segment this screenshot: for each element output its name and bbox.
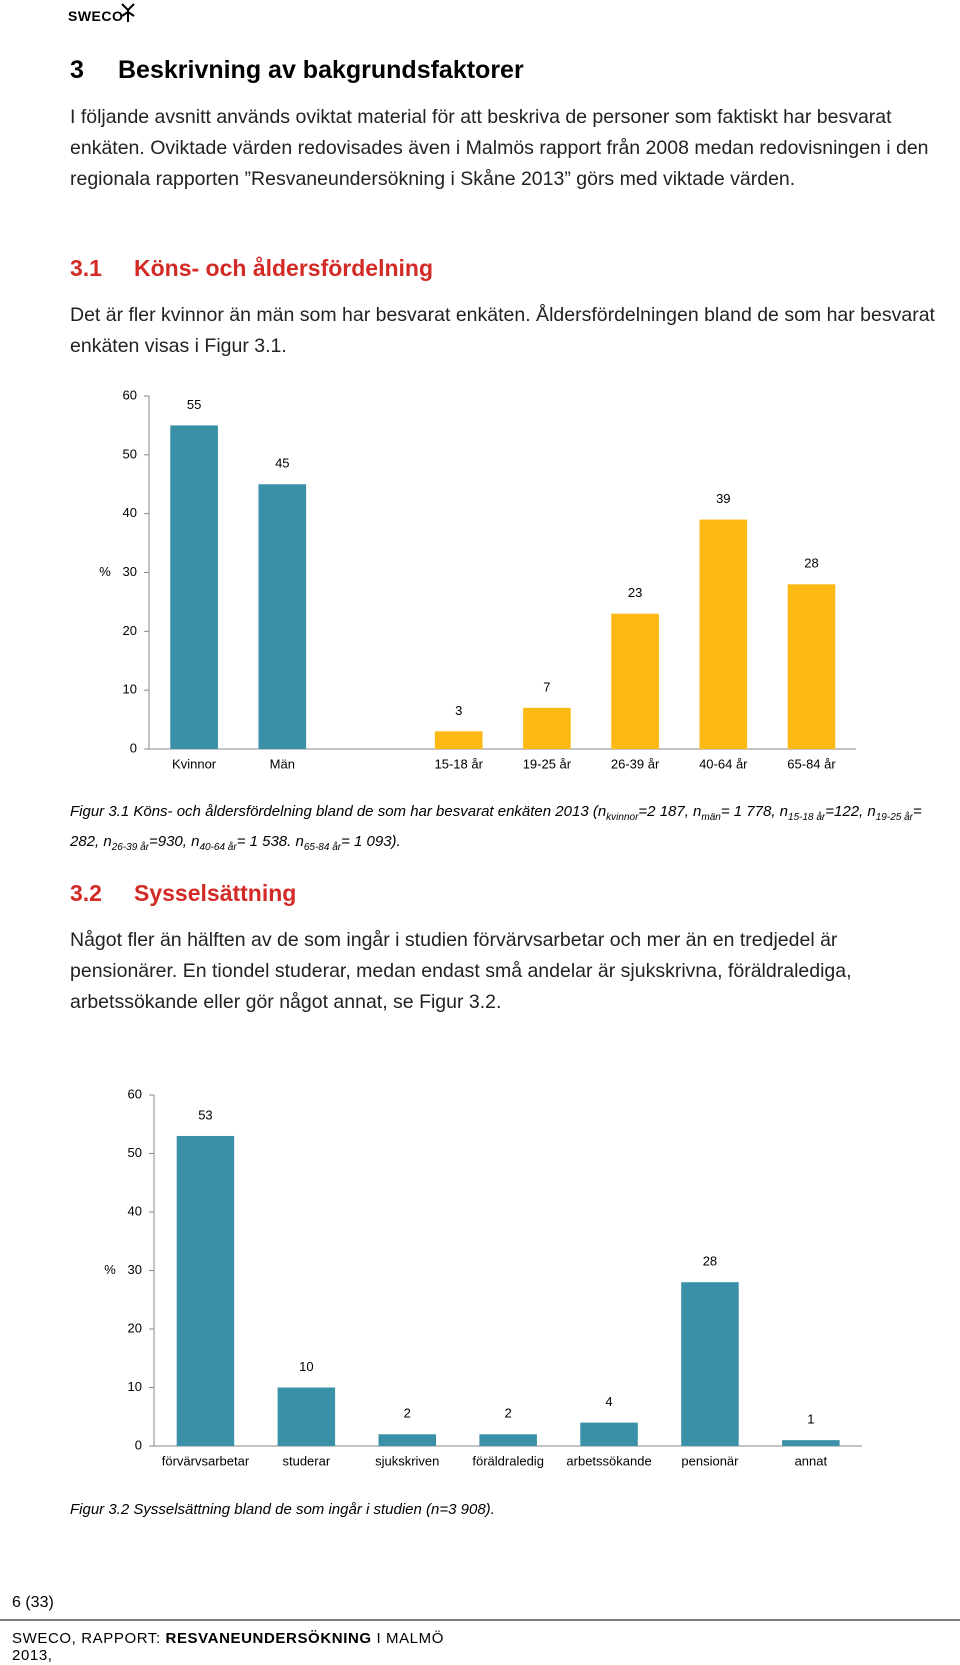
logo: SWECO (68, 8, 124, 24)
caption-subscript: kvinnor (606, 812, 639, 823)
value-label: 45 (275, 456, 289, 471)
caption-subscript: 15-18 år (788, 812, 826, 823)
y-tick-label: 20 (123, 623, 137, 638)
bar (787, 584, 836, 749)
x-tick-label: 65-84 år (787, 756, 836, 771)
caption-subscript: 65-84 år (303, 842, 342, 853)
x-tick-label: studerar (282, 1453, 330, 1468)
value-label: 53 (198, 1107, 212, 1122)
x-tick-label: förvärvsarbetar (162, 1453, 250, 1468)
value-label: 7 (543, 679, 550, 694)
y-tick-label: 50 (128, 1145, 142, 1160)
bar (277, 1387, 336, 1446)
logo-icon (121, 3, 135, 22)
bar (782, 1440, 840, 1446)
value-label: 39 (716, 491, 730, 506)
page-number: 6 (33) (12, 1594, 54, 1611)
y-tick-label: 0 (135, 1437, 142, 1452)
caption-text: Figur 3.1 Köns- och åldersfördelning bla… (70, 803, 607, 820)
x-tick-label: 15-18 år (434, 756, 483, 771)
footer-prefix: SWECO, RAPPORT: (12, 1630, 166, 1647)
caption-text: =930, n (148, 833, 200, 850)
section-title: Beskrivning av bakgrundsfaktorer (118, 56, 524, 84)
subsection-heading: 3.1 Köns- och åldersfördelning (70, 255, 433, 282)
bar (580, 1422, 638, 1446)
bar (611, 613, 659, 749)
paragraph: Något fler än hälften av de som ingår i … (70, 929, 852, 1013)
value-label: 28 (804, 556, 818, 571)
bar (681, 1282, 739, 1446)
bar (378, 1434, 437, 1446)
y-tick-label: 60 (123, 387, 137, 402)
value-label: 23 (628, 585, 642, 600)
section-heading: 3 Beskrivning av bakgrundsfaktorer (70, 56, 524, 85)
subsection-heading: 3.2 Sysselsättning (70, 880, 296, 907)
x-tick-label: 26-39 år (611, 756, 660, 771)
value-label: 2 (505, 1406, 512, 1421)
caption-text: = 282, n (70, 803, 922, 850)
footer-year: 2013, (12, 1647, 53, 1664)
y-tick-label: 40 (123, 505, 137, 520)
value-label: 10 (299, 1359, 313, 1374)
value-label: 4 (605, 1394, 612, 1409)
y-tick-label: 30 (128, 1262, 142, 1277)
bar (170, 425, 218, 749)
figure-caption: Figur 3.2 Sysselsättning bland de som in… (70, 1501, 495, 1518)
y-tick-label: 10 (123, 682, 137, 697)
footer-bold: RESVANEUNDERSÖKNING (165, 1630, 372, 1647)
subsection-title: Sysselsättning (134, 880, 297, 906)
caption-text: = 1 538. n (236, 833, 304, 850)
paragraph: I följande avsnitt används oviktat mater… (70, 106, 929, 190)
y-tick-label: 40 (128, 1203, 142, 1218)
caption-text: = 1 778, n (720, 803, 789, 820)
x-tick-label: sjukskriven (375, 1453, 439, 1468)
subsection-number: 3.2 (70, 880, 102, 906)
x-tick-label: föräldraledig (472, 1453, 544, 1468)
x-tick-label: Män (270, 756, 295, 771)
x-tick-label: annat (795, 1453, 828, 1468)
value-label: 3 (455, 703, 462, 718)
bar (434, 731, 483, 749)
value-label: 28 (703, 1254, 717, 1269)
y-tick-label: 0 (130, 740, 137, 755)
value-label: 55 (187, 397, 201, 412)
bar (523, 707, 571, 749)
y-tick-label: 30 (123, 564, 137, 579)
value-label: 2 (404, 1406, 411, 1421)
caption-subscript: 40-64 år (199, 842, 237, 853)
paragraph: Det är fler kvinnor än män som har besva… (70, 304, 935, 357)
x-tick-label: 19-25 år (523, 756, 572, 771)
y-axis-label: % (99, 564, 111, 579)
caption-subscript: 19-25 år (875, 812, 913, 823)
figure-caption: Figur 3.1 Köns- och åldersfördelning bla… (70, 800, 950, 860)
caption-text: =122, n (825, 803, 876, 820)
caption-text: =2 187, n (638, 803, 702, 820)
bar (176, 1135, 235, 1446)
caption-text: = 1 093). (341, 833, 401, 850)
value-label: 1 (807, 1412, 814, 1427)
subsection-number: 3.1 (70, 255, 102, 281)
x-tick-label: Kvinnor (172, 756, 217, 771)
y-tick-label: 60 (128, 1086, 142, 1101)
footer-suffix: I MALMÖ (371, 1630, 444, 1647)
subsection-title: Köns- och åldersfördelning (134, 255, 434, 281)
x-tick-label: 40-64 år (699, 756, 748, 771)
y-tick-label: 10 (128, 1379, 142, 1394)
y-tick-label: 20 (128, 1320, 142, 1335)
bar (258, 484, 307, 749)
caption-subscript: män (701, 812, 721, 823)
x-tick-label: pensionär (681, 1453, 739, 1468)
y-axis-label: % (104, 1262, 116, 1277)
section-number: 3 (70, 56, 84, 84)
footer-text: SWECO, RAPPORT: RESVANEUNDERSÖKNING I MA… (12, 1630, 444, 1647)
x-tick-label: arbetssökande (566, 1453, 651, 1468)
bar (479, 1434, 537, 1446)
caption-subscript: 26-39 år (111, 842, 149, 853)
bar (699, 519, 748, 749)
y-tick-label: 50 (123, 446, 137, 461)
